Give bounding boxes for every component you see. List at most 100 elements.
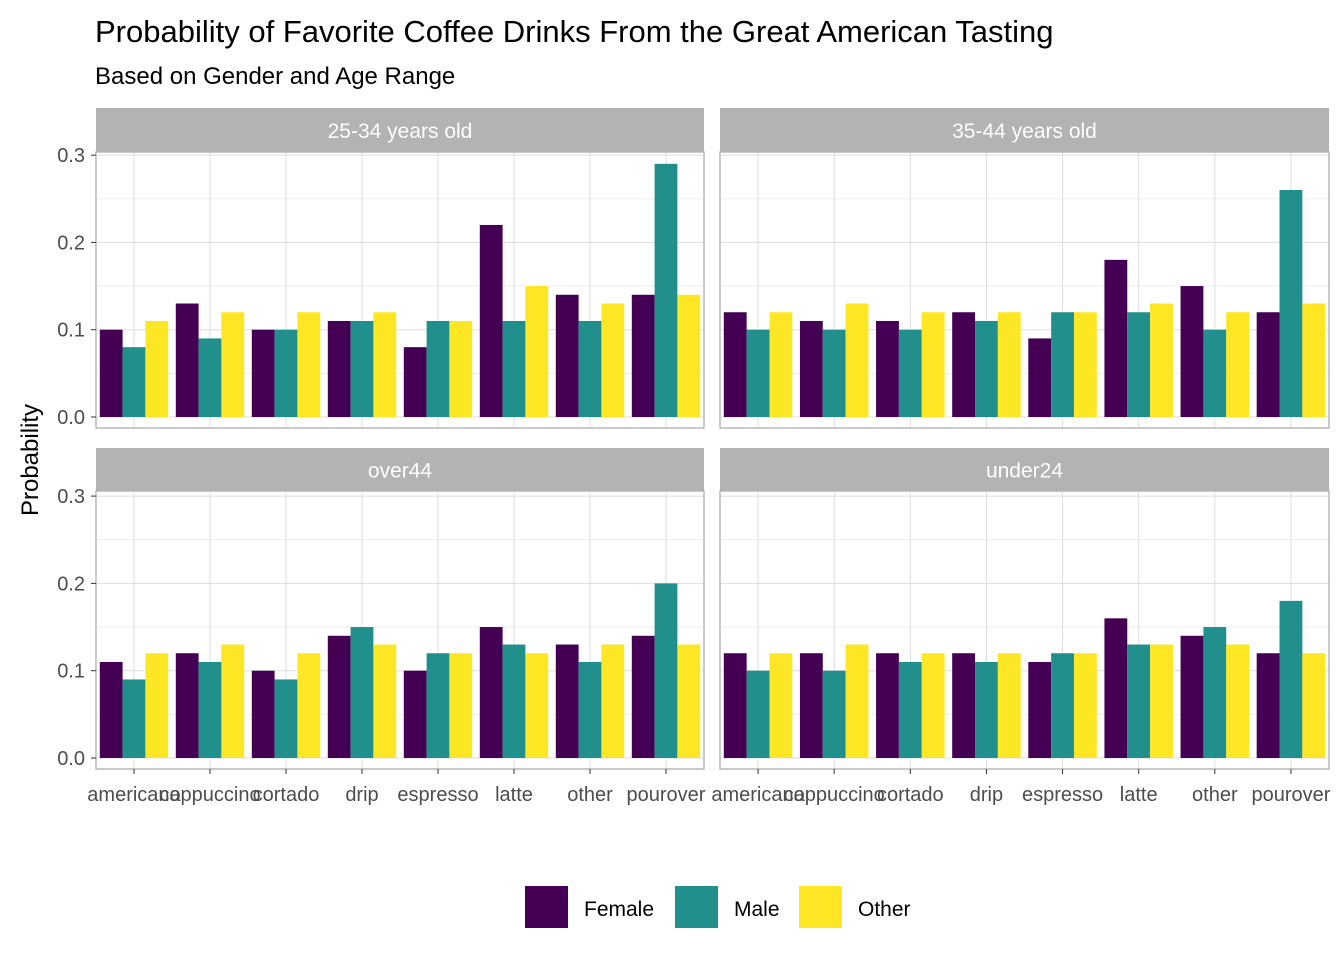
bar — [479, 224, 503, 417]
bar — [99, 661, 123, 758]
bar — [1180, 286, 1204, 417]
facet-strip-label: 35-44 years old — [952, 120, 1097, 143]
facet-strip-label: under24 — [986, 460, 1063, 483]
bar — [921, 653, 945, 758]
bar — [99, 329, 123, 417]
bar — [403, 347, 427, 417]
facet-strip — [96, 108, 704, 152]
bar — [502, 644, 526, 758]
bar — [1073, 312, 1097, 417]
bar — [631, 635, 655, 758]
panel-border — [719, 490, 1330, 770]
bar — [373, 312, 397, 417]
bar — [1127, 312, 1151, 417]
bar — [822, 329, 846, 417]
x-tick-label: espresso — [1022, 784, 1103, 806]
bar — [274, 679, 298, 758]
bar — [845, 303, 869, 417]
bar — [677, 294, 701, 417]
bar — [221, 644, 245, 758]
bar — [327, 320, 351, 417]
bar — [1150, 303, 1173, 417]
x-tick-label: latte — [1120, 784, 1158, 806]
bar — [1104, 259, 1128, 417]
bar — [898, 661, 922, 758]
x-tick-label: pourover — [1251, 784, 1330, 806]
bar — [1226, 312, 1250, 417]
bar — [502, 320, 526, 417]
bar — [373, 644, 397, 758]
panel-border — [95, 151, 705, 429]
x-tick-label: espresso — [397, 784, 478, 806]
legend-swatch — [525, 886, 568, 928]
bar — [479, 627, 503, 758]
bar — [876, 320, 899, 417]
bar — [426, 653, 450, 758]
facet-panel: over44 0.0 0.1 0.2 0.3 americanocappuccinocor… — [57, 448, 706, 806]
x-tick-label: pourover — [627, 784, 706, 806]
bar — [631, 294, 655, 417]
legend-label: Other — [858, 898, 911, 921]
bar — [1302, 653, 1326, 758]
bar — [297, 312, 321, 417]
x-tick-label: latte — [495, 784, 533, 806]
legend-swatch — [799, 886, 842, 928]
bar — [1279, 600, 1303, 758]
bar — [1028, 661, 1052, 758]
legend-item: Other — [799, 886, 911, 928]
y-tick-label: 0.3 — [57, 486, 85, 508]
bar — [1203, 329, 1227, 417]
bar — [997, 653, 1021, 758]
bar — [578, 661, 602, 758]
bar — [122, 679, 146, 758]
bar — [921, 312, 945, 417]
y-axis-label: Probability — [17, 404, 44, 516]
facet-panel: 35-44 years old — [719, 108, 1330, 429]
bar — [654, 583, 678, 758]
y-tick-label: 0.1 — [57, 320, 85, 342]
y-tick-label: 0.3 — [57, 145, 85, 167]
bar — [145, 320, 169, 417]
bar — [175, 303, 199, 417]
bar — [1279, 190, 1303, 417]
bar — [1028, 338, 1052, 417]
y-tick-label: 0.1 — [57, 661, 85, 683]
x-tick-label: drip — [345, 784, 378, 806]
bar — [898, 329, 922, 417]
bar — [997, 312, 1021, 417]
bar — [1051, 653, 1074, 758]
bar — [350, 627, 374, 758]
bar — [145, 653, 169, 758]
bar — [723, 653, 747, 758]
bar — [746, 329, 770, 417]
bar — [198, 661, 222, 758]
bar — [677, 644, 701, 758]
bar — [297, 653, 321, 758]
y-tick-label: 0.0 — [57, 748, 85, 770]
bar — [525, 286, 549, 417]
x-tick-label: cappuccino — [784, 784, 885, 806]
bar — [746, 670, 770, 758]
bar — [799, 653, 823, 758]
x-tick-label: americano — [711, 784, 804, 806]
bar — [426, 320, 450, 417]
bar — [975, 320, 998, 417]
bar — [799, 320, 823, 417]
x-tick-label: other — [567, 784, 613, 806]
bar — [1256, 653, 1280, 758]
facet-strip-label: over44 — [368, 460, 433, 483]
bar — [952, 653, 976, 758]
x-tick-label: cortado — [253, 784, 320, 806]
bar — [449, 653, 473, 758]
bar — [654, 163, 678, 417]
y-tick-label: 0.0 — [57, 407, 85, 429]
x-tick-label: cortado — [877, 784, 944, 806]
x-tick-label: americano — [87, 784, 180, 806]
y-tick-label: 0.2 — [57, 232, 85, 254]
bar — [555, 294, 579, 417]
bar — [525, 653, 549, 758]
legend-item: Female — [525, 886, 654, 928]
